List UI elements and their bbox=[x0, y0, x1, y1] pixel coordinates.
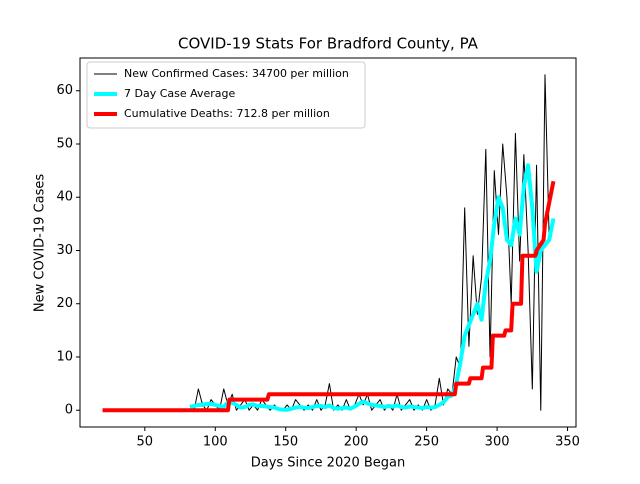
y-tick-label: 50 bbox=[56, 136, 73, 151]
x-axis-label: Days Since 2020 Began bbox=[251, 456, 406, 471]
x-tick-label: 150 bbox=[273, 435, 298, 450]
legend-label: New Confirmed Cases: 34700 per million bbox=[124, 67, 349, 80]
x-tick-label: 50 bbox=[137, 435, 154, 450]
x-tick-label: 250 bbox=[414, 435, 439, 450]
legend-label: 7 Day Case Average bbox=[124, 87, 236, 100]
data-line bbox=[102, 180, 556, 413]
y-tick-label: 10 bbox=[56, 349, 73, 364]
y-tick-label: 20 bbox=[56, 296, 73, 311]
x-tick-label: 300 bbox=[485, 435, 510, 450]
legend-box bbox=[86, 61, 366, 129]
y-tick-label: 0 bbox=[65, 403, 73, 418]
y-axis-label: New COVID-19 Cases bbox=[33, 174, 48, 312]
y-tick-label: 40 bbox=[56, 190, 73, 205]
x-tick-label: 100 bbox=[203, 435, 228, 450]
x-tick-label: 200 bbox=[344, 435, 369, 450]
legend-label: Cumulative Deaths: 712.8 per million bbox=[124, 107, 330, 120]
x-tick-label: 350 bbox=[555, 435, 580, 450]
y-tick-label: 30 bbox=[56, 243, 73, 258]
y-tick-label: 60 bbox=[56, 83, 73, 98]
chart-title: COVID-19 Stats For Bradford County, PA bbox=[178, 35, 479, 53]
data-line bbox=[189, 163, 556, 412]
axes-frame bbox=[79, 57, 577, 428]
